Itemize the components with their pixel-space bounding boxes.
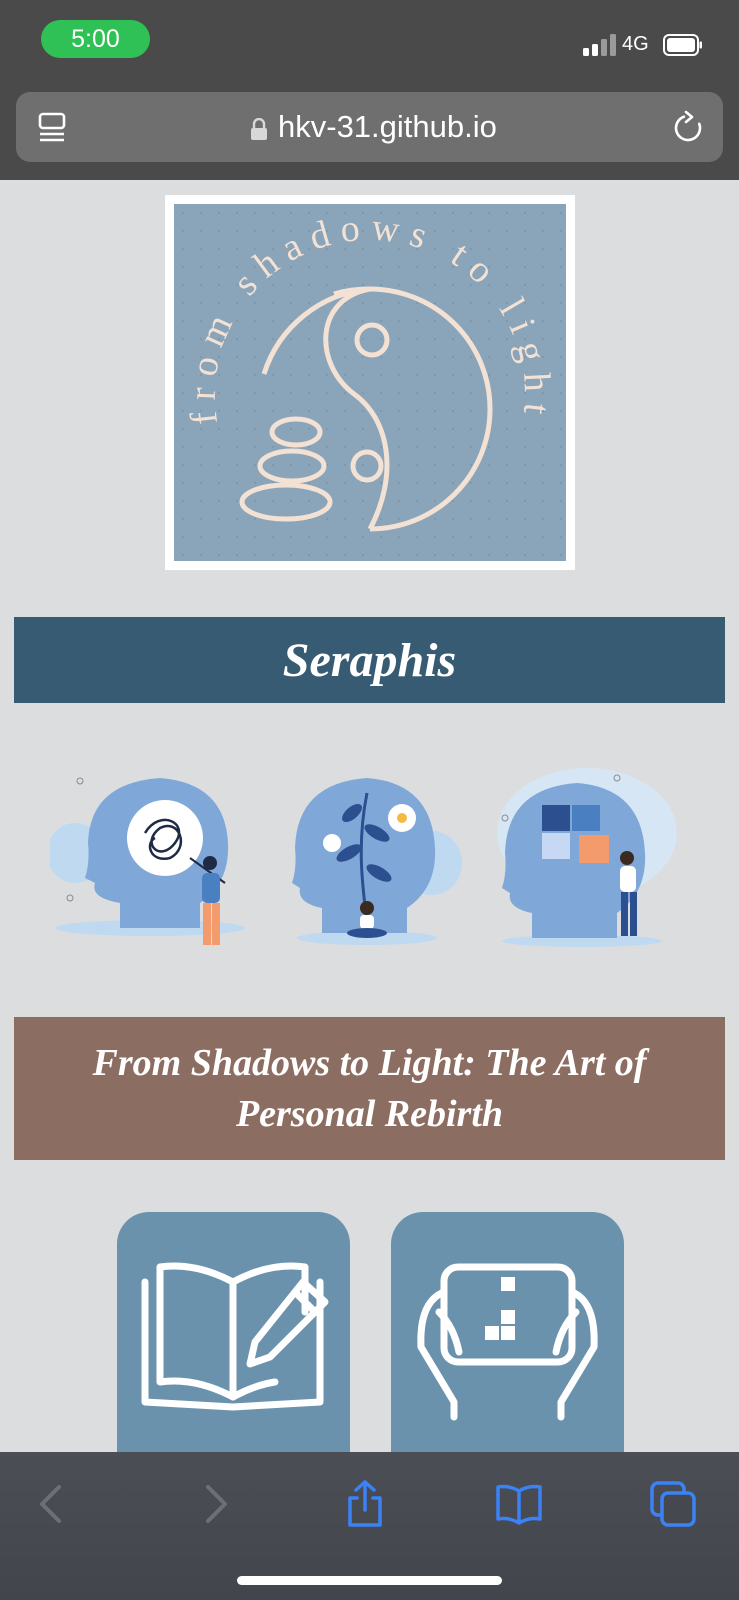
game-card[interactable] <box>391 1212 624 1472</box>
address-bar[interactable]: hkv-31.github.io <box>16 92 723 162</box>
lock-icon <box>251 118 267 140</box>
reload-icon[interactable] <box>670 110 706 146</box>
puzzle-head-illustration <box>497 768 677 947</box>
web-page-content: from shadows to light Seraphis <box>0 180 739 1472</box>
blooming-head-illustration <box>292 778 462 945</box>
tabs-icon[interactable] <box>36 110 72 146</box>
bookmarks-icon[interactable] <box>494 1479 544 1529</box>
cellular-signal-icon <box>583 34 616 56</box>
battery-icon <box>663 34 702 56</box>
url-text[interactable]: hkv-31.github.io <box>278 109 497 144</box>
subtitle-banner: From Shadows to Light: The Art of Person… <box>14 1017 725 1160</box>
subtitle-text: From Shadows to Light: The Art of Person… <box>92 1041 647 1135</box>
yin-yang-stones-logo: from shadows to light <box>174 204 566 561</box>
site-title: Seraphis <box>282 633 457 687</box>
share-icon[interactable] <box>340 1479 390 1529</box>
journal-card[interactable] <box>117 1212 350 1472</box>
logo: from shadows to light <box>165 195 575 570</box>
status-bar: 5:00 4G <box>0 0 739 84</box>
forward-icon[interactable] <box>190 1479 240 1529</box>
browser-toolbar <box>0 1452 739 1600</box>
tangled-thoughts-illustration <box>50 777 245 945</box>
journal-icon <box>141 1262 329 1411</box>
tab-switcher-icon[interactable] <box>648 1479 698 1529</box>
home-indicator[interactable] <box>237 1576 502 1585</box>
browser-address-area: hkv-31.github.io <box>0 84 739 180</box>
site-title-banner: Seraphis <box>14 617 725 703</box>
clock: 5:00 <box>41 20 150 58</box>
tablet-game-icon <box>417 1263 598 1421</box>
back-icon[interactable] <box>27 1479 77 1529</box>
logo-artwork: from shadows to light <box>174 204 566 561</box>
network-type: 4G <box>622 33 649 55</box>
